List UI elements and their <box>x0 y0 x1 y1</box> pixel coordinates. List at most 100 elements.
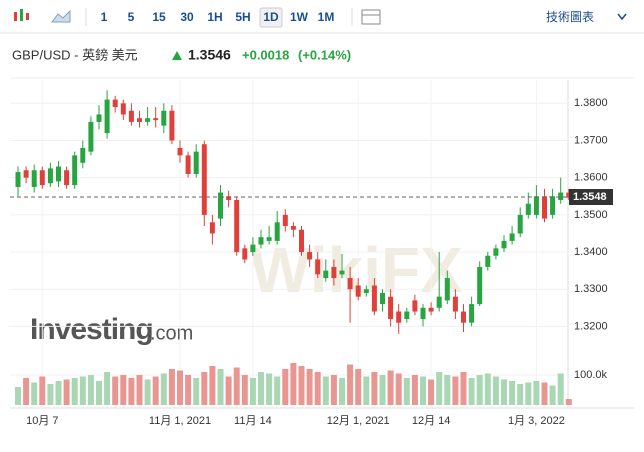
change: +0.0018 <box>242 47 289 62</box>
y-tick-label: 1.3200 <box>574 320 608 332</box>
volume-bar <box>403 378 410 405</box>
candle-body <box>428 307 434 312</box>
volume-bar <box>363 376 370 405</box>
candle-icon[interactable] <box>14 9 29 21</box>
interval-button[interactable]: 5H <box>235 10 250 24</box>
volume-bar <box>144 379 151 405</box>
active-interval <box>259 7 283 28</box>
y-tick-label: 1.3800 <box>574 97 608 109</box>
volume-bar <box>136 375 143 405</box>
volume-bar <box>565 399 572 405</box>
candle-body <box>290 226 296 230</box>
candle-body <box>153 118 159 121</box>
candle-body <box>331 266 337 279</box>
candle-body <box>542 196 547 219</box>
candle-body <box>209 222 215 234</box>
volume-bar <box>168 369 175 405</box>
candle-body <box>47 168 53 184</box>
volume-bar <box>395 373 402 405</box>
area-icon[interactable] <box>51 9 71 23</box>
volume-bar <box>47 384 54 405</box>
candle-body <box>550 196 556 215</box>
candle-body <box>388 296 394 319</box>
volume-bar <box>193 378 200 405</box>
volume-bar <box>63 379 70 405</box>
candle-body <box>104 99 110 134</box>
candle-body <box>193 151 199 174</box>
candle-body <box>347 278 353 290</box>
candle-body <box>558 192 564 200</box>
volume-bar <box>355 369 362 405</box>
interval-button[interactable]: 1M <box>318 10 335 24</box>
volume-bar <box>411 375 418 405</box>
candle-body <box>120 103 126 115</box>
volume-bar <box>225 376 232 405</box>
volume-bar <box>241 375 248 405</box>
volume-bar <box>71 378 78 405</box>
candle-body <box>226 196 232 200</box>
interval-button[interactable]: 30 <box>180 10 194 24</box>
investing-logo-suffix: .com <box>150 322 193 344</box>
candle-body <box>31 170 37 187</box>
x-tick-label: 11月 1, 2021 <box>149 415 211 427</box>
up-arrow <box>172 51 182 60</box>
candle-body <box>96 114 102 122</box>
volume-bar <box>557 373 564 405</box>
x-tick-label: 10月 7 <box>26 415 58 427</box>
volume-bar <box>379 375 386 405</box>
interval-button[interactable]: 1D <box>263 10 279 24</box>
candle-body <box>88 121 94 152</box>
volume-bar <box>298 366 305 405</box>
candle-body <box>201 144 207 215</box>
candle-body <box>469 304 475 323</box>
table-icon[interactable] <box>361 9 381 25</box>
symbol: GBP/USD - 英鎊 美元 <box>12 47 138 62</box>
candle-body <box>64 170 70 186</box>
candle-body <box>477 266 483 305</box>
candle-body <box>315 259 321 275</box>
candle-body <box>380 292 385 305</box>
candle-body <box>404 311 410 319</box>
volume-bar <box>525 382 532 405</box>
volume-bar <box>420 376 426 405</box>
candle-body <box>169 110 175 141</box>
volume-bar <box>209 366 216 405</box>
candle-body <box>128 110 134 122</box>
volume-bar <box>258 372 264 405</box>
candle-body <box>161 110 167 126</box>
candle-body <box>15 172 21 187</box>
y-tick-label: 1.3600 <box>574 172 608 184</box>
candle-body <box>436 296 442 308</box>
volume-bar <box>160 373 167 405</box>
volume-bar <box>274 376 281 405</box>
interval-button[interactable]: 1H <box>207 10 222 24</box>
volume-bar <box>330 375 337 405</box>
volume-bar <box>266 373 273 405</box>
candle-body <box>266 237 272 241</box>
volume-bar <box>549 385 556 405</box>
volume-bar <box>177 370 183 405</box>
volume-bar <box>15 387 21 405</box>
candle-body <box>461 311 466 323</box>
candle-body <box>137 118 142 122</box>
candle-body <box>323 270 329 279</box>
volume-bar <box>533 381 540 405</box>
interval-button[interactable]: 5 <box>128 10 135 24</box>
tech-chart-link[interactable]: 技術圖表 <box>546 10 594 24</box>
candle-body <box>56 166 61 182</box>
candle-body <box>282 214 288 227</box>
volume-bar <box>217 369 224 405</box>
interval-button[interactable]: 1 <box>101 10 108 24</box>
x-tick-label: 11月 14 <box>234 415 272 427</box>
dropdown-icon[interactable] <box>617 13 627 21</box>
volume-bar <box>468 378 475 405</box>
candle-body <box>533 196 539 215</box>
investing-logo: Investing <box>30 313 153 346</box>
candle-body <box>177 147 183 156</box>
candle-body <box>509 233 515 241</box>
interval-button[interactable]: 1W <box>290 10 309 24</box>
volume-bar <box>476 375 483 405</box>
interval-button[interactable]: 15 <box>152 10 166 24</box>
volume-bar <box>79 376 86 405</box>
volume-bar <box>55 381 62 405</box>
